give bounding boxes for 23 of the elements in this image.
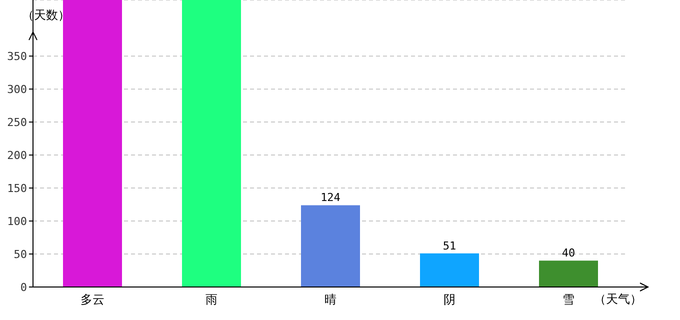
y-tick-label: 250 — [7, 116, 27, 129]
data-label: 40 — [562, 246, 576, 260]
x-tick-label: 晴 — [324, 292, 336, 307]
bar — [182, 0, 241, 287]
x-tick-label: 雪 — [562, 292, 574, 307]
x-axis-title: （天气） — [594, 292, 642, 306]
bar — [301, 205, 360, 287]
y-tick-label: 50 — [14, 248, 27, 261]
x-tick-label: 多云 — [80, 292, 104, 307]
y-axis-title: （天数） — [22, 8, 70, 22]
y-tick-label: 150 — [7, 182, 27, 195]
y-tick-label: 300 — [7, 82, 27, 96]
y-tick-label: 0 — [20, 280, 27, 294]
y-tick-label: 200 — [7, 148, 27, 162]
bar — [539, 260, 598, 287]
y-tick-label: 350 — [7, 50, 27, 63]
x-tick-label: 阴 — [444, 292, 456, 307]
data-label: 51 — [442, 239, 456, 252]
bar — [420, 253, 479, 287]
data-label: 124 — [320, 191, 341, 204]
bar — [63, 0, 122, 287]
y-tick-label: 100 — [7, 214, 27, 228]
x-tick-label: 雨 — [206, 292, 218, 307]
